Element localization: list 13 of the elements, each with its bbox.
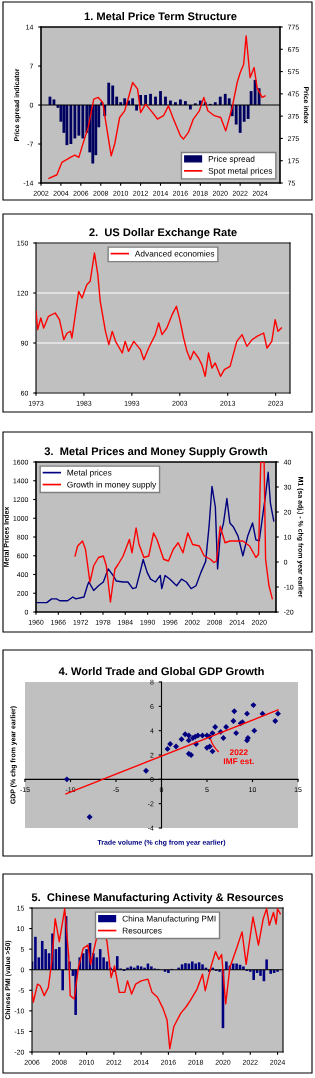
legend-label: Growth in money supply (67, 481, 157, 490)
legend-label: Price spread (208, 155, 255, 164)
legend-label: China Manufacturing PMI (122, 915, 216, 924)
legend-label: Resources (122, 927, 162, 934)
legend-label: Advanced economies (134, 250, 215, 257)
chart-title: 4. World Trade and Global GDP Growth (58, 667, 264, 676)
chart-title: 3. Metal Prices and Money Supply Growth (44, 447, 268, 458)
legend-label: Spot metal prices (208, 167, 273, 176)
annotation: 2022 IMF est. (223, 749, 254, 765)
chart-title: 5. Chinese Manufacturing Activity & Resources (31, 893, 284, 904)
chart-title: 2. US Dollar Exchange Rate (89, 228, 237, 239)
legend-label: Metal prices (67, 469, 112, 478)
chart-title: 1. Metal Price Term Structure (84, 12, 237, 21)
